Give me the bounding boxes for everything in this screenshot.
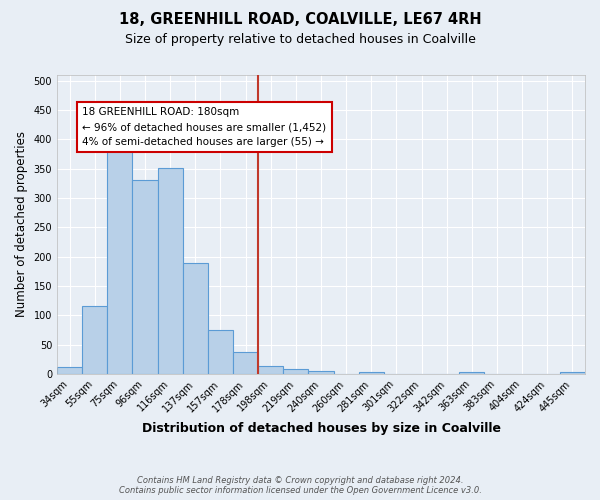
- Bar: [308, 371, 334, 374]
- Bar: [459, 372, 484, 374]
- Bar: [283, 369, 308, 374]
- Bar: [359, 372, 384, 374]
- Bar: [208, 330, 233, 374]
- Bar: [82, 306, 107, 374]
- Text: Size of property relative to detached houses in Coalville: Size of property relative to detached ho…: [125, 32, 475, 46]
- Bar: [560, 372, 585, 374]
- Text: 18, GREENHILL ROAD, COALVILLE, LE67 4RH: 18, GREENHILL ROAD, COALVILLE, LE67 4RH: [119, 12, 481, 28]
- Bar: [233, 352, 258, 374]
- Bar: [258, 366, 283, 374]
- Y-axis label: Number of detached properties: Number of detached properties: [15, 132, 28, 318]
- Bar: [183, 262, 208, 374]
- Bar: [107, 150, 133, 374]
- X-axis label: Distribution of detached houses by size in Coalville: Distribution of detached houses by size …: [142, 422, 500, 435]
- Text: 18 GREENHILL ROAD: 180sqm
← 96% of detached houses are smaller (1,452)
4% of sem: 18 GREENHILL ROAD: 180sqm ← 96% of detac…: [82, 107, 326, 147]
- Text: Contains HM Land Registry data © Crown copyright and database right 2024.
Contai: Contains HM Land Registry data © Crown c…: [119, 476, 481, 495]
- Bar: [133, 180, 158, 374]
- Bar: [57, 367, 82, 374]
- Bar: [158, 168, 183, 374]
